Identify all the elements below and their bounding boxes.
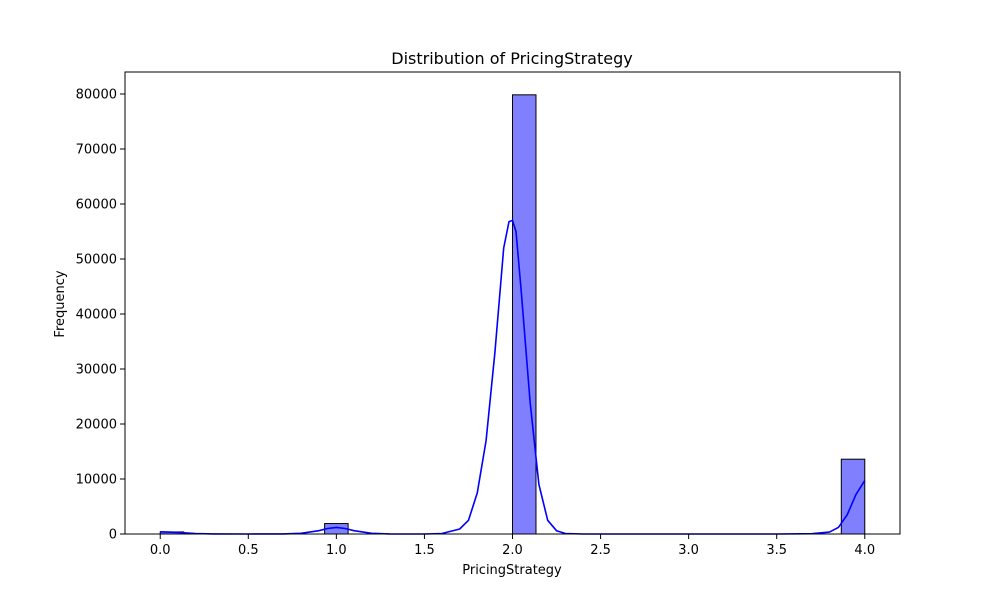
x-tick-label: 0.0 [150, 543, 171, 558]
y-tick-label: 70000 [76, 143, 117, 158]
y-tick-label: 0 [109, 528, 117, 543]
y-axis: 0 10000 20000 30000 40000 50000 60000 70000 8000… [76, 88, 125, 543]
y-tick-label: 20000 [76, 418, 117, 433]
x-tick-label: 0.5 [238, 543, 259, 558]
y-tick-label: 10000 [76, 473, 117, 488]
chart-title: Distribution of PricingStrategy [391, 49, 632, 68]
plot-frame [124, 71, 901, 535]
x-tick-label: 1.5 [414, 543, 435, 558]
y-axis-label: Frequency [53, 270, 68, 337]
y-tick-label: 40000 [76, 308, 117, 323]
histogram-bar [840, 458, 866, 535]
x-tick-label: 4.0 [854, 543, 875, 558]
histogram-bar [512, 94, 537, 535]
x-tick-label: 2.0 [502, 543, 523, 558]
x-tick-label: 3.0 [678, 543, 699, 558]
x-tick-label: 2.5 [590, 543, 611, 558]
y-tick-label: 60000 [76, 198, 117, 213]
x-axis: 0.0 0.5 1.0 1.5 2.0 2.5 3.0 3.5 4.0 [150, 534, 875, 558]
y-tick-label: 80000 [76, 88, 117, 103]
x-axis-label: PricingStrategy [462, 563, 562, 578]
x-tick-label: 1.0 [326, 543, 347, 558]
y-tick-label: 50000 [76, 253, 117, 268]
y-tick-label: 30000 [76, 363, 117, 378]
x-tick-label: 3.5 [766, 543, 787, 558]
